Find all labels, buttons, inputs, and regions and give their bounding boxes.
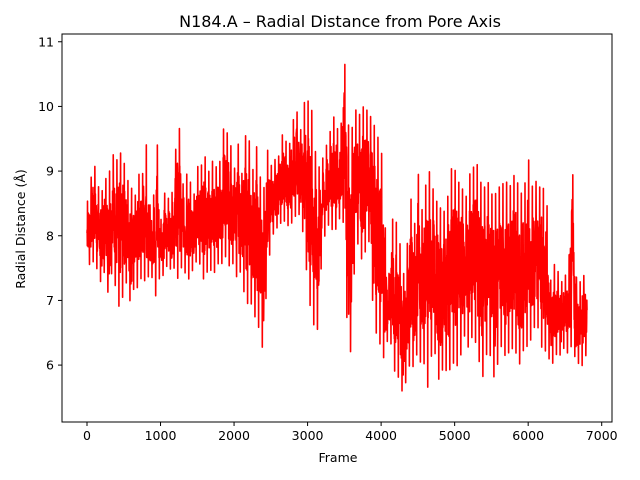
chart-title: N184.A – Radial Distance from Pore Axis: [179, 12, 501, 31]
y-tick-label: 7: [46, 293, 54, 308]
plot-area: [61, 33, 613, 423]
y-tick-label: 8: [46, 228, 54, 243]
x-tick-label: 4000: [365, 428, 397, 443]
plot-frame: [61, 33, 613, 423]
x-tick-label: 6000: [512, 428, 544, 443]
series-layer: [86, 63, 588, 392]
x-axis-ticks: 0 1000 2000 3000 4000 5000 6000 7000: [83, 422, 618, 443]
y-tick-label: 6: [46, 358, 54, 373]
x-tick-label: 5000: [439, 428, 471, 443]
series-line-0: [86, 63, 588, 392]
y-axis-label: Radial Distance (Å): [13, 169, 28, 289]
x-tick-label: 2000: [218, 428, 250, 443]
x-tick-label: 1000: [145, 428, 177, 443]
y-tick-label: 10: [38, 99, 54, 114]
x-tick-label: 0: [83, 428, 91, 443]
x-tick-label: 7000: [586, 428, 618, 443]
x-axis-label: Frame: [319, 450, 358, 465]
y-axis-ticks: 6 7 8 9 10 11: [38, 34, 62, 373]
y-tick-label: 9: [46, 164, 54, 179]
y-tick-label: 11: [38, 34, 54, 49]
x-tick-label: 3000: [292, 428, 324, 443]
